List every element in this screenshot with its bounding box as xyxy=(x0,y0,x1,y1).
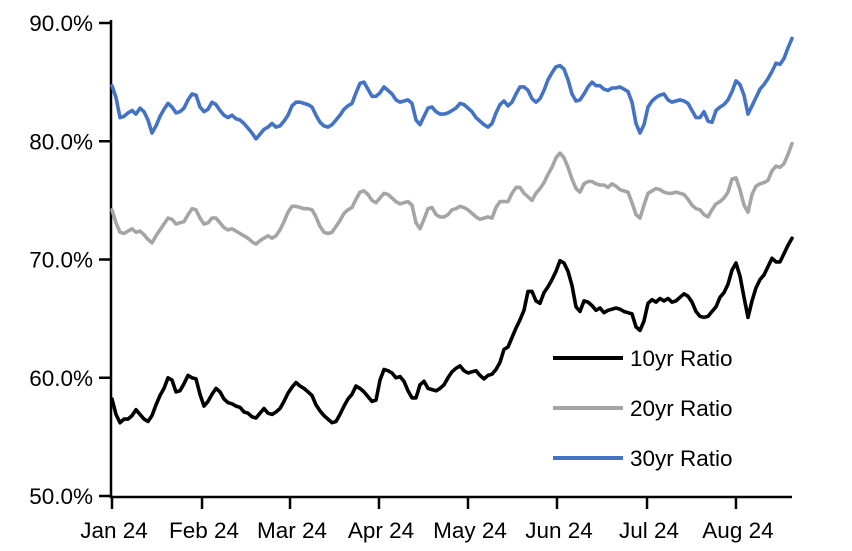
x-axis-tick-label: Apr 24 xyxy=(348,518,414,543)
legend-label-10yr-ratio: 10yr Ratio xyxy=(630,346,733,371)
x-axis-tick-label: Mar 24 xyxy=(257,518,327,543)
y-axis-tick-label: 80.0% xyxy=(29,129,93,154)
series-line-30yr-ratio xyxy=(110,36,794,141)
series-line-20yr-ratio xyxy=(110,141,794,246)
legend-label-20yr-ratio: 20yr Ratio xyxy=(630,396,733,421)
x-axis-tick-label: Jul 24 xyxy=(619,518,679,543)
y-axis-tick-label: 60.0% xyxy=(29,366,93,391)
x-axis-tick-label: Aug 24 xyxy=(702,518,773,543)
y-axis-tick-label: 90.0% xyxy=(29,11,93,36)
x-axis-tick-label: Feb 24 xyxy=(169,518,239,543)
legend-label-30yr-ratio: 30yr Ratio xyxy=(630,446,733,471)
y-axis-tick-label: 70.0% xyxy=(29,248,93,273)
y-axis-tick-label: 50.0% xyxy=(29,484,93,509)
x-axis-tick-label: Jun 24 xyxy=(525,518,593,543)
x-axis-tick-label: Jan 24 xyxy=(80,518,148,543)
series-line-10yr-ratio xyxy=(110,236,794,425)
x-axis-tick-label: May 24 xyxy=(433,518,507,543)
